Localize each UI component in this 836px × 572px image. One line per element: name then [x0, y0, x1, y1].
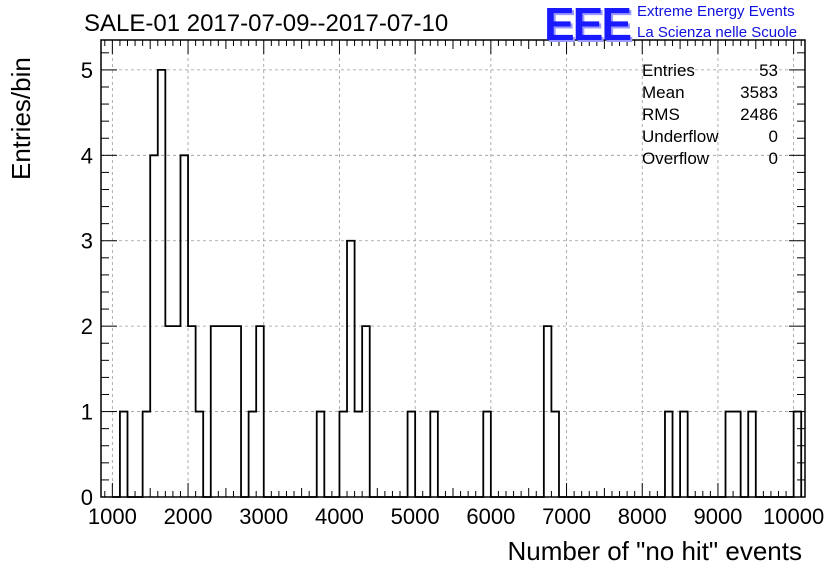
chart-title: SALE-01 2017-07-09--2017-07-10 — [84, 10, 449, 37]
x-tick-label: 6000 — [466, 504, 515, 529]
histogram-bin — [355, 412, 363, 497]
x-tick-label: 9000 — [693, 504, 742, 529]
histogram-bin — [339, 412, 347, 497]
histogram-bin — [680, 412, 688, 497]
y-tick-label: 1 — [81, 400, 93, 425]
histogram-bin — [317, 412, 325, 497]
histogram-bin — [551, 412, 559, 497]
eee-logo: EEE — [544, 0, 632, 50]
stat-label: Underflow — [642, 127, 719, 146]
x-tick-label: 10000 — [763, 504, 824, 529]
stats-box: Entries 53 Mean 3583 RMS 2486 Underflow … — [642, 60, 778, 170]
stat-value: 2486 — [740, 105, 778, 124]
histogram-bin — [120, 412, 128, 497]
stat-value: 53 — [759, 61, 778, 80]
y-axis-ticks: 0 1 2 3 4 5 — [81, 52, 805, 510]
stat-label: Entries — [642, 61, 695, 80]
histogram-bin — [143, 412, 151, 497]
histogram-bin — [748, 412, 756, 497]
logo-caption-line1: Extreme Energy Events — [637, 3, 795, 20]
histogram-bin — [794, 412, 802, 497]
y-tick-label: 2 — [81, 314, 93, 339]
histogram-bin — [347, 241, 355, 497]
stat-value: 3583 — [740, 83, 778, 102]
x-axis-label: Number of "no hit" events — [507, 536, 803, 566]
logo-caption-line2: La Scienza nelle Scuole — [637, 24, 798, 41]
y-tick-label: 0 — [81, 485, 93, 510]
stat-row-overflow: Overflow 0 — [642, 148, 778, 170]
histogram-bin — [733, 412, 741, 497]
histogram-bin — [483, 412, 491, 497]
stat-value: 0 — [768, 127, 778, 146]
x-tick-label: 5000 — [391, 504, 440, 529]
histogram-bin — [249, 412, 257, 497]
histogram-bin — [158, 70, 166, 497]
y-tick-label: 5 — [81, 58, 93, 83]
x-tick-label: 4000 — [315, 504, 364, 529]
y-tick-label: 3 — [81, 229, 93, 254]
histogram-bin — [665, 412, 673, 497]
histogram-bin — [196, 412, 204, 497]
histogram-bin — [726, 412, 734, 497]
stat-row-entries: Entries 53 — [642, 60, 778, 82]
stat-label: RMS — [642, 105, 680, 124]
stat-row-rms: RMS 2486 — [642, 104, 778, 126]
histogram-bin — [430, 412, 438, 497]
stat-label: Mean — [642, 83, 685, 102]
stat-label: Overflow — [642, 149, 710, 168]
y-axis-label: Entries/bin — [6, 57, 36, 180]
x-tick-label: 2000 — [164, 504, 213, 529]
x-tick-label: 3000 — [239, 504, 288, 529]
x-tick-label: 8000 — [618, 504, 667, 529]
x-tick-label: 1000 — [88, 504, 137, 529]
stat-row-mean: Mean 3583 — [642, 82, 778, 104]
x-axis-ticks: 1000 2000 3000 4000 5000 6000 7000 8000 9000 1000… — [88, 40, 824, 529]
stat-value: 0 — [768, 149, 778, 168]
x-tick-label: 7000 — [542, 504, 591, 529]
stat-row-underflow: Underflow 0 — [642, 126, 778, 148]
y-tick-label: 4 — [81, 143, 93, 168]
histogram-bin — [408, 412, 416, 497]
